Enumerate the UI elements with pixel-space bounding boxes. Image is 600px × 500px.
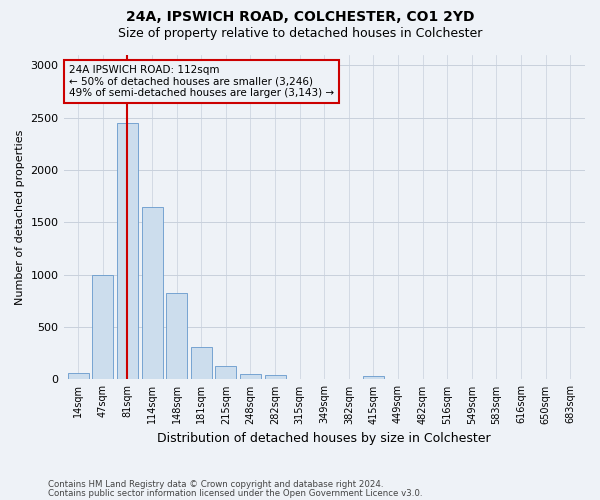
Bar (166, 292, 187, 380)
Bar (142, 206, 163, 380)
Bar (363, 376, 384, 380)
Bar (191, 347, 212, 380)
Bar (117, 123, 138, 380)
Text: Contains public sector information licensed under the Open Government Licence v3: Contains public sector information licen… (48, 489, 422, 498)
Text: 24A, IPSWICH ROAD, COLCHESTER, CO1 2YD: 24A, IPSWICH ROAD, COLCHESTER, CO1 2YD (126, 10, 474, 24)
X-axis label: Distribution of detached houses by size in Colchester: Distribution of detached houses by size … (157, 432, 491, 445)
Bar (92, 275, 113, 380)
Y-axis label: Number of detached properties: Number of detached properties (15, 130, 25, 305)
Text: Size of property relative to detached houses in Colchester: Size of property relative to detached ho… (118, 28, 482, 40)
Bar (240, 374, 261, 380)
Text: Contains HM Land Registry data © Crown copyright and database right 2024.: Contains HM Land Registry data © Crown c… (48, 480, 383, 489)
Text: 24A IPSWICH ROAD: 112sqm
← 50% of detached houses are smaller (3,246)
49% of sem: 24A IPSWICH ROAD: 112sqm ← 50% of detach… (69, 64, 334, 98)
Bar (265, 374, 286, 380)
Bar (215, 366, 236, 380)
Bar (68, 373, 89, 380)
